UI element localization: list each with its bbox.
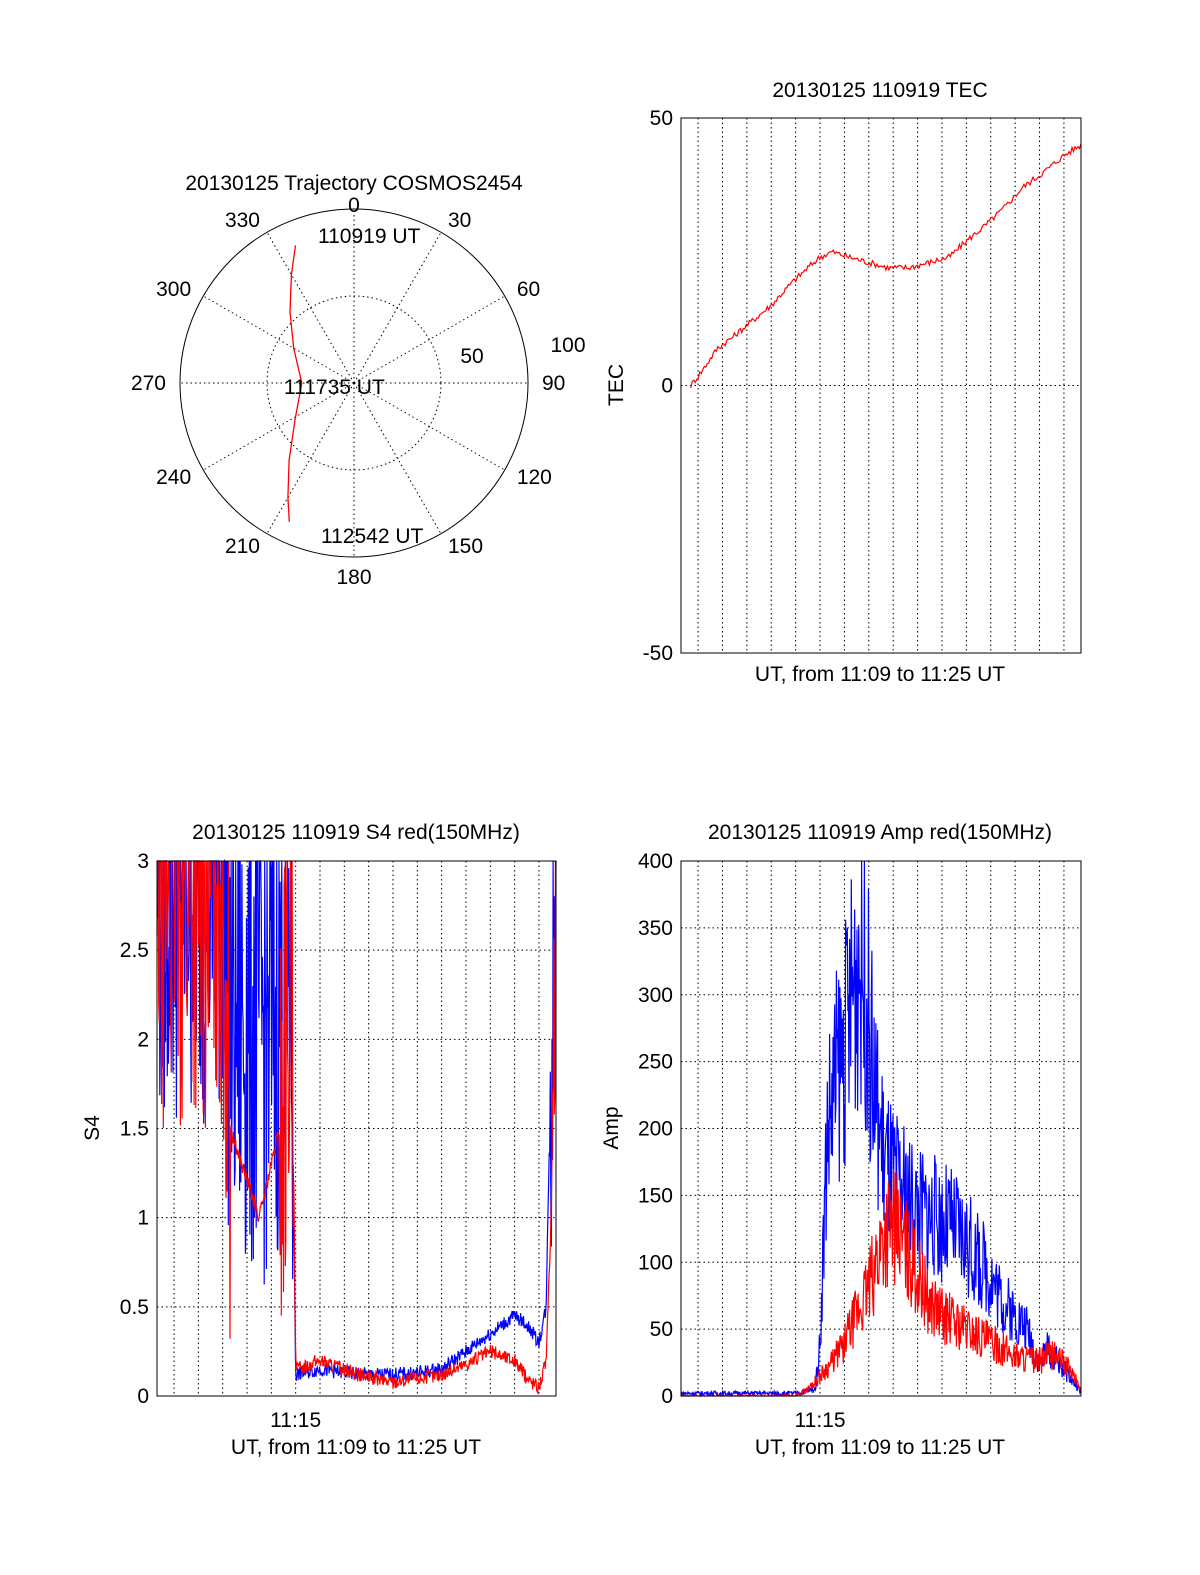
amp-ytick-label-3: 150 xyxy=(638,1184,673,1207)
tec-ytick-label-1: 0 xyxy=(661,375,673,398)
s4-ytick-label-6: 3 xyxy=(137,850,149,873)
polar-angle-label-90: 90 xyxy=(542,372,565,395)
s4-y-axis-label: S4 xyxy=(81,1115,104,1141)
s4-grid xyxy=(157,861,556,1396)
amp-ytick-label-7: 350 xyxy=(638,917,673,940)
tec-grid xyxy=(681,118,1081,653)
trajectory-mid-label: 111735 UT xyxy=(284,376,385,399)
polar-angle-label-270: 270 xyxy=(131,372,166,395)
polar-angle-label-60: 60 xyxy=(517,278,540,301)
polar-angle-label-240: 240 xyxy=(156,466,191,489)
polar-outer-circle xyxy=(179,208,529,558)
s4-x-axis-label: UT, from 11:09 to 11:25 UT xyxy=(231,1436,481,1459)
polar-angle-label-210: 210 xyxy=(225,535,260,558)
polar-angle-label-330: 330 xyxy=(225,209,260,232)
amp-x-tick-labels: 11:15 xyxy=(795,1409,846,1432)
s4-red-series xyxy=(157,860,557,1396)
amp-panel: 20130125 110919 Amp red(150MHz) 0 50 100 15… xyxy=(600,821,1082,1459)
tec-y-axis-label: TEC xyxy=(605,364,628,406)
trajectory-start-label: 110919 UT xyxy=(318,225,421,248)
amp-ytick-label-1: 50 xyxy=(650,1318,673,1341)
amp-title: 20130125 110919 Amp red(150MHz) xyxy=(708,821,1052,844)
s4-ytick-label-3: 1.5 xyxy=(120,1118,149,1141)
trajectory-polar-panel: 20130125 Trajectory COSMOS2454 0 30 60 90 12… xyxy=(131,172,586,589)
s4-ytick-label-2: 1 xyxy=(137,1207,149,1230)
trajectory-end-label: 112542 UT xyxy=(321,525,424,548)
polar-grid xyxy=(180,209,528,557)
polar-angle-label-30: 30 xyxy=(448,209,471,232)
s4-ytick-label-1: 0.5 xyxy=(120,1296,149,1319)
s4-x-tick-labels: 11:15 xyxy=(270,1409,321,1432)
tec-ytick-label-0: 50 xyxy=(650,107,673,130)
amp-blue-series xyxy=(680,860,1082,1398)
amp-y-axis-label: Amp xyxy=(600,1106,623,1149)
amp-ytick-label-4: 200 xyxy=(638,1118,673,1141)
amp-ytick-label-2: 100 xyxy=(638,1251,673,1274)
tec-panel: 20130125 110919 TEC 50 0 -50 TEC UT, from … xyxy=(605,79,1082,686)
polar-spoke-150 xyxy=(353,382,442,534)
s4-ytick-label-4: 2 xyxy=(137,1028,149,1051)
amp-ytick-label-0: 0 xyxy=(661,1385,673,1408)
polar-angle-label-120: 120 xyxy=(517,466,552,489)
s4-plot-frame xyxy=(156,860,557,1397)
s4-title: 20130125 110919 S4 red(150MHz) xyxy=(192,821,520,844)
s4-xtick-label-0: 11:15 xyxy=(270,1409,321,1432)
polar-spoke-210 xyxy=(266,382,355,534)
tec-series-line xyxy=(690,143,1082,389)
amp-plot-frame xyxy=(680,860,1082,1397)
polar-angle-labels: 0 30 60 90 120 150 180 210 240 270 300 330 xyxy=(131,194,565,589)
polar-spoke-330 xyxy=(266,232,355,384)
s4-y-tick-labels: 0 0.5 1 1.5 2 2.5 3 xyxy=(120,850,149,1408)
polar-radius-label-100: 100 xyxy=(550,334,585,357)
polar-spoke-240 xyxy=(203,382,355,471)
polar-angle-label-0: 0 xyxy=(348,194,360,217)
amp-red-series xyxy=(680,1168,1082,1398)
polar-angle-label-150: 150 xyxy=(448,535,483,558)
amp-y-tick-labels: 0 50 100 150 200 250 300 350 400 xyxy=(638,850,673,1408)
polar-spoke-120 xyxy=(353,382,505,471)
polar-radius-label-50: 50 xyxy=(460,345,483,368)
s4-panel: 20130125 110919 S4 red(150MHz) 0 0.5 1 1.5 2… xyxy=(81,821,557,1459)
s4-ytick-label-0: 0 xyxy=(137,1385,149,1408)
tec-ytick-label-2: -50 xyxy=(643,642,673,665)
polar-angle-label-180: 180 xyxy=(336,566,371,589)
trajectory-title: 20130125 Trajectory COSMOS2454 xyxy=(185,172,523,195)
tec-x-axis-label: UT, from 11:09 to 11:25 UT xyxy=(755,663,1005,686)
amp-ytick-label-6: 300 xyxy=(638,984,673,1007)
amp-ytick-label-5: 250 xyxy=(638,1051,673,1074)
tec-plot-frame xyxy=(680,117,1082,654)
polar-spoke-60 xyxy=(353,295,505,384)
tec-y-tick-labels: 50 0 -50 xyxy=(643,107,673,665)
s4-ytick-label-5: 2.5 xyxy=(120,939,149,962)
polar-spoke-300 xyxy=(203,295,355,384)
tec-title: 20130125 110919 TEC xyxy=(772,79,987,102)
amp-ytick-label-8: 400 xyxy=(638,850,673,873)
polar-angle-label-300: 300 xyxy=(156,278,191,301)
amp-xtick-label-0: 11:15 xyxy=(795,1409,846,1432)
trajectory-track xyxy=(287,245,303,522)
polar-spoke-30 xyxy=(353,232,442,384)
amp-x-axis-label: UT, from 11:09 to 11:25 UT xyxy=(755,1436,1005,1459)
